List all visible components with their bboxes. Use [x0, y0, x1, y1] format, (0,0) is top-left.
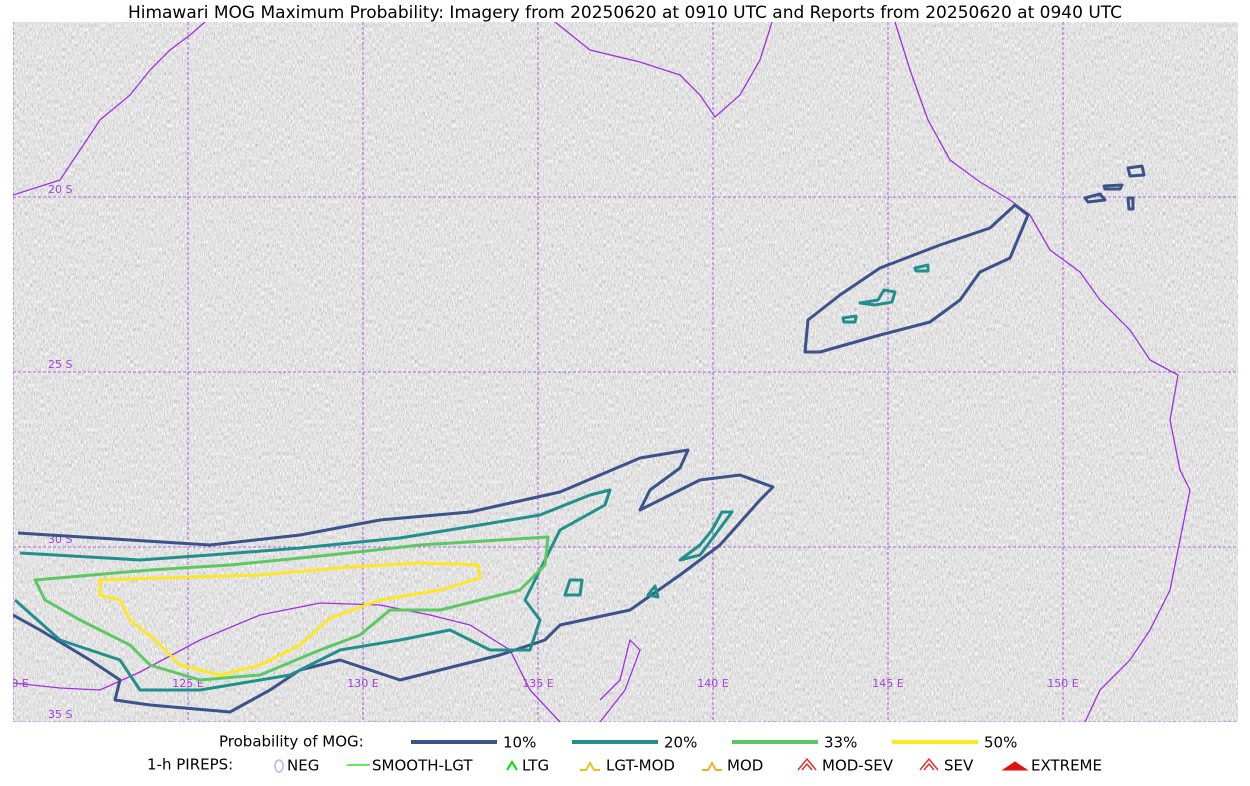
lat-label: 20 S: [48, 183, 72, 196]
pirep-icon: [506, 760, 518, 771]
pirep-icon: [919, 757, 939, 771]
contour-10: [13, 448, 775, 714]
pirep-icon: [274, 759, 284, 773]
contour-10: [1083, 164, 1146, 211]
legend-label: 20%: [664, 734, 697, 752]
contour-50: [98, 561, 482, 677]
pirep-icon: [1001, 761, 1029, 771]
pirep-label: SEV: [944, 757, 974, 775]
lon-label: 150 E: [1047, 677, 1078, 690]
pirep-label: LGT-MOD: [606, 757, 675, 775]
lon-label: 135 E: [522, 677, 553, 690]
coastline: [554, 22, 773, 118]
pirep-label: NEG: [287, 757, 319, 775]
lat-label: 25 S: [48, 358, 72, 371]
pirep-label: LTG: [522, 757, 549, 775]
pirep-label: MOD-SEV: [822, 757, 894, 775]
lon-label: 145 E: [872, 677, 903, 690]
pirep-icon: [797, 757, 817, 771]
contour-20: [14, 488, 612, 692]
legend-label: 10%: [503, 734, 536, 752]
pirep-icon: [702, 760, 722, 771]
legend-label: 33%: [824, 734, 857, 752]
legend: Probability of MOG: 10% 20% 33% 50% 1-h PIREP…: [147, 733, 1102, 775]
title: Himawari MOG Maximum Probability: Imager…: [128, 3, 1122, 23]
contour-20: [563, 263, 930, 599]
pirep-icon: [580, 760, 600, 771]
lon-label: 120 E: [0, 677, 29, 690]
pirep-label: SMOOTH-LGT: [372, 757, 473, 775]
lon-label: 130 E: [347, 677, 378, 690]
coastline: [599, 638, 641, 722]
pirep-label: EXTREME: [1031, 757, 1102, 775]
coastline: [13, 22, 206, 196]
contours: [13, 164, 1146, 714]
coastline: [894, 22, 1191, 722]
legend-heading: Probability of MOG:: [219, 733, 364, 751]
contour-10: [803, 203, 1030, 354]
legend-heading: 1-h PIREPS:: [147, 756, 233, 774]
pirep-label: MOD: [727, 757, 763, 775]
lon-label: 140 E: [697, 677, 728, 690]
contour-33: [33, 535, 550, 682]
legend-label: 50%: [984, 734, 1017, 752]
lat-label: 35 S: [48, 708, 72, 721]
